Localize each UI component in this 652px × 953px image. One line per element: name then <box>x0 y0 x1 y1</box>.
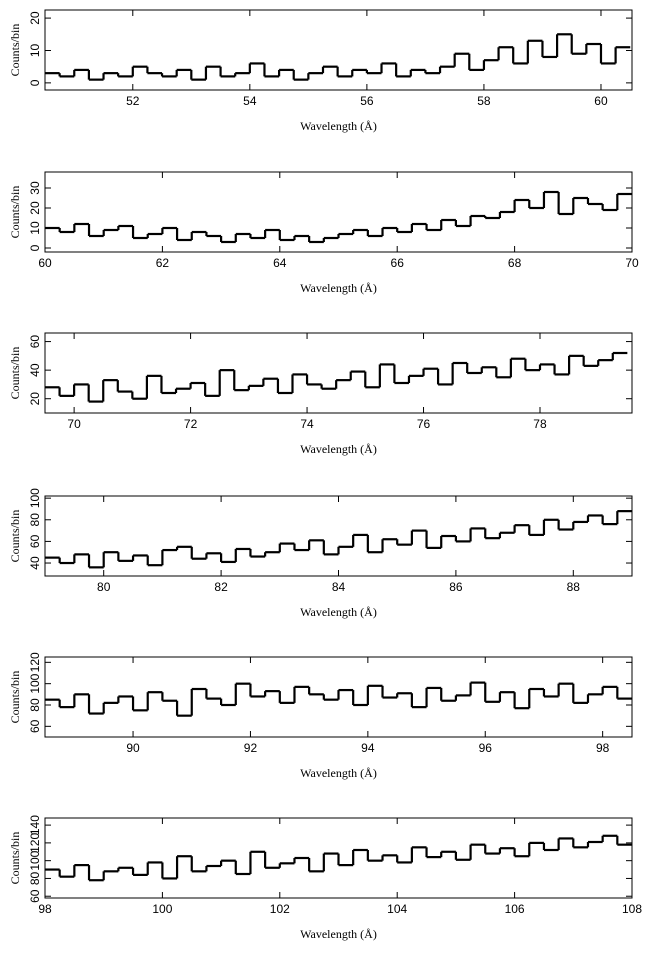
y-tick-label: 140 <box>28 815 42 835</box>
x-tick-label: 102 <box>270 902 290 916</box>
x-tick-label: 56 <box>360 94 374 108</box>
y-axis-label: Counts/bin <box>8 186 22 239</box>
y-tick-label: 80 <box>28 698 42 712</box>
y-axis-label: Counts/bin <box>8 347 22 400</box>
x-axis-label: Wavelength (Å) <box>300 605 377 619</box>
x-tick-label: 94 <box>361 741 375 755</box>
y-axis-label: Counts/bin <box>8 832 22 885</box>
x-tick-label: 72 <box>184 417 198 431</box>
x-tick-label: 88 <box>567 580 581 594</box>
x-tick-label: 108 <box>622 902 642 916</box>
plot-frame <box>44 171 633 253</box>
x-tick-label: 52 <box>126 94 140 108</box>
y-tick-label: 10 <box>28 221 42 235</box>
x-tick-label: 86 <box>449 580 463 594</box>
x-tick-label: 74 <box>300 417 314 431</box>
y-tick-label: 10 <box>28 43 42 57</box>
x-tick-label: 70 <box>67 417 81 431</box>
y-tick-label: 20 <box>28 392 42 406</box>
x-tick-label: 104 <box>387 902 407 916</box>
y-tick-label: 120 <box>28 652 42 672</box>
y-tick-label: 40 <box>28 556 42 570</box>
y-tick-label: 0 <box>28 79 42 86</box>
plot-frame <box>44 332 633 414</box>
y-tick-label: 60 <box>28 719 42 733</box>
x-tick-label: 98 <box>596 741 610 755</box>
y-tick-label: 20 <box>28 11 42 25</box>
x-tick-label: 92 <box>244 741 258 755</box>
x-tick-label: 58 <box>477 94 491 108</box>
x-tick-label: 98 <box>38 902 52 916</box>
y-tick-label: 80 <box>28 513 42 527</box>
y-tick-label: 40 <box>28 363 42 377</box>
x-tick-label: 82 <box>214 580 228 594</box>
y-tick-label: 120 <box>28 833 42 853</box>
y-tick-label: 60 <box>28 335 42 349</box>
x-tick-label: 90 <box>126 741 140 755</box>
plot-frame <box>44 817 633 899</box>
x-tick-label: 60 <box>38 256 52 270</box>
x-tick-label: 62 <box>156 256 170 270</box>
x-axis-label: Wavelength (Å) <box>300 766 377 780</box>
y-axis-label: Counts/bin <box>8 24 22 77</box>
y-tick-label: 30 <box>28 181 42 195</box>
x-axis-label: Wavelength (Å) <box>300 442 377 456</box>
x-tick-label: 78 <box>533 417 547 431</box>
x-tick-label: 68 <box>508 256 522 270</box>
y-tick-label: 100 <box>28 488 42 508</box>
y-tick-label: 20 <box>28 201 42 215</box>
x-tick-label: 64 <box>273 256 287 270</box>
y-tick-label: 100 <box>28 850 42 870</box>
y-axis-label: Counts/bin <box>8 510 22 563</box>
x-axis-label: Wavelength (Å) <box>300 281 377 295</box>
x-tick-label: 54 <box>243 94 257 108</box>
x-tick-label: 76 <box>417 417 431 431</box>
plot-frame <box>44 9 633 91</box>
x-axis-label: Wavelength (Å) <box>300 927 377 941</box>
x-tick-label: 70 <box>625 256 639 270</box>
x-axis-label: Wavelength (Å) <box>300 119 377 133</box>
x-tick-label: 80 <box>97 580 111 594</box>
x-tick-label: 60 <box>594 94 608 108</box>
y-axis-label: Counts/bin <box>8 671 22 724</box>
x-tick-label: 100 <box>152 902 172 916</box>
x-tick-label: 84 <box>332 580 346 594</box>
x-tick-label: 96 <box>479 741 493 755</box>
y-tick-label: 60 <box>28 889 42 903</box>
x-tick-label: 66 <box>391 256 405 270</box>
y-tick-label: 100 <box>28 673 42 693</box>
y-tick-label: 80 <box>28 871 42 885</box>
y-tick-label: 0 <box>28 244 42 251</box>
y-tick-label: 60 <box>28 534 42 548</box>
x-tick-label: 106 <box>505 902 525 916</box>
plot-frame <box>44 656 633 738</box>
